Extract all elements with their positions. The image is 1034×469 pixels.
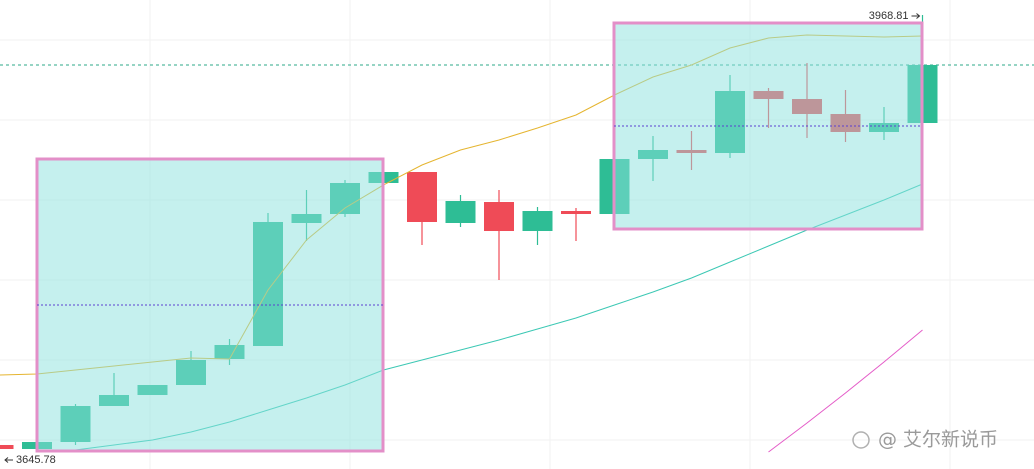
candle-body: [561, 211, 591, 215]
high-price-label: 3968.81: [869, 10, 909, 22]
candle-body: [484, 202, 514, 232]
highlight-boxes: [35, 21, 924, 453]
low-price-arrow: [4, 457, 13, 463]
candle-body: [522, 211, 553, 232]
moving-average-line: [768, 329, 923, 453]
candle-body: [0, 444, 14, 450]
price-markers: 3968.81 3645.78: [4, 10, 921, 466]
low-price-label: 3645.78: [16, 454, 56, 466]
high-price-arrow: [911, 13, 921, 19]
candle-body: [407, 172, 437, 222]
watermark-text: @ 艾尔新说币: [878, 429, 998, 451]
watermark-logo: [852, 431, 870, 449]
candle-body: [445, 201, 476, 224]
watermark: @ 艾尔新说币: [852, 429, 998, 451]
